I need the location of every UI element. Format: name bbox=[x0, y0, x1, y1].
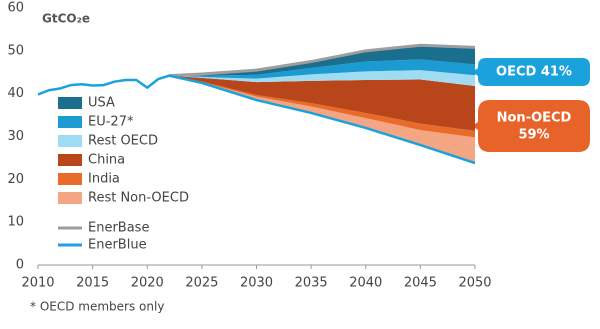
y-tick-label: 0 bbox=[16, 258, 24, 273]
legend-swatch bbox=[58, 192, 82, 204]
callout-non-oecd: Non-OECD 59% bbox=[472, 100, 590, 152]
footnote: * OECD members only bbox=[30, 300, 164, 314]
legend-label: EnerBase bbox=[88, 221, 149, 236]
legend-label: India bbox=[88, 172, 120, 187]
legend-swatch bbox=[58, 135, 82, 147]
legend-label: Rest OECD bbox=[88, 134, 158, 149]
y-tick-label: 30 bbox=[7, 129, 24, 144]
line bbox=[37, 74, 476, 165]
callout-box bbox=[472, 100, 590, 152]
x-tick-label: 2045 bbox=[404, 276, 437, 291]
x-tick-label: 2035 bbox=[295, 276, 328, 291]
y-tick-label: 20 bbox=[7, 172, 24, 187]
x-tick-label: 2025 bbox=[185, 276, 218, 291]
y-tick-label: 40 bbox=[7, 86, 24, 101]
y-axis-label: GtCO₂e bbox=[42, 12, 90, 26]
line bbox=[169, 43, 476, 78]
legend-label: Rest Non-OECD bbox=[88, 191, 189, 206]
callout-oecd: OECD 41% bbox=[472, 58, 590, 86]
legend-swatch bbox=[58, 116, 82, 128]
legend-label: EnerBlue bbox=[88, 238, 147, 253]
legend-label: USA bbox=[88, 96, 115, 111]
area bbox=[169, 75, 475, 131]
callout-box bbox=[472, 58, 590, 86]
y-tick-label: 60 bbox=[7, 1, 24, 16]
y-tick-label: 10 bbox=[7, 215, 24, 230]
x-tick-label: 2010 bbox=[21, 276, 54, 291]
x-tick-label: 2050 bbox=[458, 276, 491, 291]
x-tick-label: 2030 bbox=[240, 276, 273, 291]
x-tick-label: 2040 bbox=[349, 276, 382, 291]
legend-swatch bbox=[58, 173, 82, 185]
legend-label: EU-27* bbox=[88, 115, 134, 130]
x-tick-label: 2015 bbox=[76, 276, 109, 291]
legend-swatch bbox=[58, 97, 82, 109]
callout-text: Non-OECD bbox=[497, 111, 572, 126]
legend-label: China bbox=[88, 153, 125, 168]
callout-text: 59% bbox=[518, 128, 549, 143]
area bbox=[169, 70, 475, 86]
x-tick-label: 2020 bbox=[131, 276, 164, 291]
y-tick-label: 50 bbox=[7, 43, 24, 58]
area bbox=[169, 75, 475, 138]
area bbox=[169, 59, 475, 79]
callout-text: OECD 41% bbox=[496, 65, 572, 80]
legend-swatch bbox=[58, 154, 82, 166]
